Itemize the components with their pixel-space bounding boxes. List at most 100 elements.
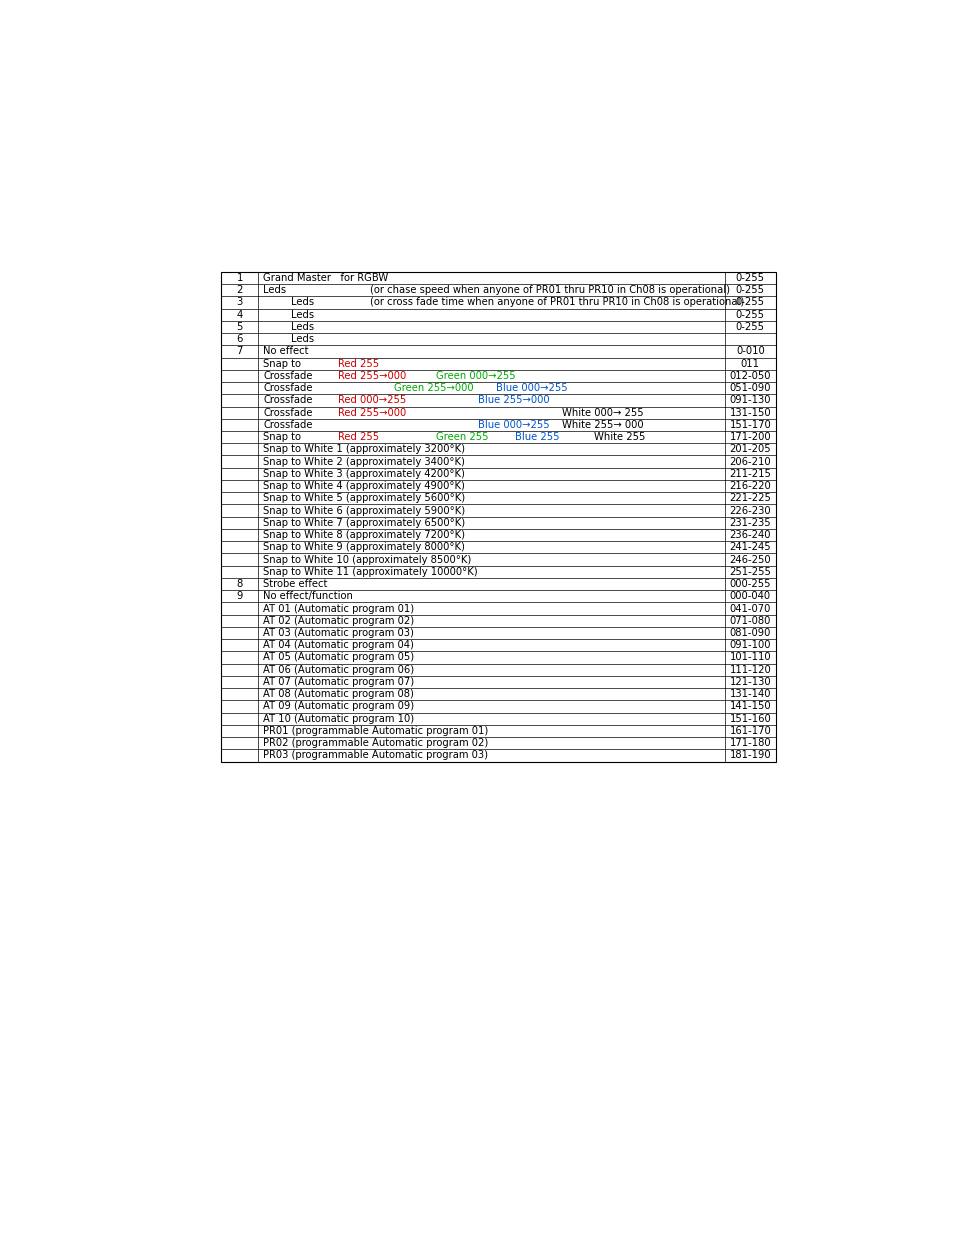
Text: Grand Master   for RGBW: Grand Master for RGBW bbox=[263, 273, 388, 283]
Text: Green 255→000: Green 255→000 bbox=[394, 383, 473, 393]
Text: AT 01 (Automatic program 01): AT 01 (Automatic program 01) bbox=[263, 604, 414, 614]
Text: 0-010: 0-010 bbox=[735, 346, 764, 357]
Text: Snap to White 8 (approximately 7200°K): Snap to White 8 (approximately 7200°K) bbox=[263, 530, 465, 540]
Text: Red 255→000: Red 255→000 bbox=[337, 408, 406, 417]
Text: Green 255: Green 255 bbox=[436, 432, 488, 442]
Text: Snap to White 10 (approximately 8500°K): Snap to White 10 (approximately 8500°K) bbox=[263, 555, 471, 564]
Text: Crossfade: Crossfade bbox=[263, 395, 313, 405]
Text: PR03 (programmable Automatic program 03): PR03 (programmable Automatic program 03) bbox=[263, 751, 488, 761]
Text: PR02 (programmable Automatic program 02): PR02 (programmable Automatic program 02) bbox=[263, 739, 488, 748]
Text: AT 08 (Automatic program 08): AT 08 (Automatic program 08) bbox=[263, 689, 414, 699]
Text: 221-225: 221-225 bbox=[729, 493, 770, 504]
Text: 131-150: 131-150 bbox=[729, 408, 770, 417]
Text: AT 03 (Automatic program 03): AT 03 (Automatic program 03) bbox=[263, 629, 414, 638]
Text: Leds: Leds bbox=[291, 322, 314, 332]
Text: Blue 255→000: Blue 255→000 bbox=[477, 395, 549, 405]
Text: Leds: Leds bbox=[263, 285, 286, 295]
Text: 246-250: 246-250 bbox=[729, 555, 770, 564]
Text: 201-205: 201-205 bbox=[729, 445, 770, 454]
Text: 1: 1 bbox=[236, 273, 243, 283]
Text: PR01 (programmable Automatic program 01): PR01 (programmable Automatic program 01) bbox=[263, 726, 488, 736]
Text: Green 000→255: Green 000→255 bbox=[436, 370, 515, 380]
Text: 111-120: 111-120 bbox=[729, 664, 770, 674]
Text: 171-200: 171-200 bbox=[729, 432, 770, 442]
Text: 141-150: 141-150 bbox=[729, 701, 770, 711]
Text: 091-100: 091-100 bbox=[729, 640, 770, 651]
Text: Snap to White 1 (approximately 3200°K): Snap to White 1 (approximately 3200°K) bbox=[263, 445, 465, 454]
Text: Snap to White 11 (approximately 10000°K): Snap to White 11 (approximately 10000°K) bbox=[263, 567, 477, 577]
Text: 011: 011 bbox=[740, 358, 759, 369]
Text: Crossfade: Crossfade bbox=[263, 420, 313, 430]
Text: AT 07 (Automatic program 07): AT 07 (Automatic program 07) bbox=[263, 677, 414, 687]
Text: 121-130: 121-130 bbox=[729, 677, 770, 687]
Text: Snap to: Snap to bbox=[263, 358, 301, 369]
Text: White 255→ 000: White 255→ 000 bbox=[561, 420, 642, 430]
Text: 051-090: 051-090 bbox=[729, 383, 770, 393]
Text: Snap to White 3 (approximately 4200°K): Snap to White 3 (approximately 4200°K) bbox=[263, 469, 464, 479]
Text: 0-255: 0-255 bbox=[735, 322, 764, 332]
Text: 131-140: 131-140 bbox=[729, 689, 770, 699]
Text: 012-050: 012-050 bbox=[729, 370, 770, 380]
Text: White 255: White 255 bbox=[594, 432, 645, 442]
Text: Snap to: Snap to bbox=[263, 432, 301, 442]
Text: 0-255: 0-255 bbox=[735, 273, 764, 283]
Text: AT 09 (Automatic program 09): AT 09 (Automatic program 09) bbox=[263, 701, 414, 711]
Text: 171-180: 171-180 bbox=[729, 739, 770, 748]
Text: Blue 000→255: Blue 000→255 bbox=[477, 420, 549, 430]
Text: 000-040: 000-040 bbox=[729, 592, 770, 601]
Text: AT 02 (Automatic program 02): AT 02 (Automatic program 02) bbox=[263, 616, 414, 626]
Text: No effect/function: No effect/function bbox=[263, 592, 353, 601]
Text: Red 000→255: Red 000→255 bbox=[337, 395, 406, 405]
Text: AT 06 (Automatic program 06): AT 06 (Automatic program 06) bbox=[263, 664, 414, 674]
Text: Blue 255: Blue 255 bbox=[515, 432, 558, 442]
Text: 081-090: 081-090 bbox=[729, 629, 770, 638]
Text: Leds: Leds bbox=[291, 298, 314, 308]
Text: AT 10 (Automatic program 10): AT 10 (Automatic program 10) bbox=[263, 714, 414, 724]
Text: Crossfade: Crossfade bbox=[263, 370, 313, 380]
Text: Leds: Leds bbox=[291, 310, 314, 320]
Text: Leds: Leds bbox=[291, 335, 314, 345]
Text: 6: 6 bbox=[236, 335, 243, 345]
Text: 236-240: 236-240 bbox=[729, 530, 770, 540]
Text: 8: 8 bbox=[236, 579, 243, 589]
Text: Blue 000→255: Blue 000→255 bbox=[496, 383, 567, 393]
Text: Red 255→000: Red 255→000 bbox=[337, 370, 406, 380]
Text: Snap to White 5 (approximately 5600°K): Snap to White 5 (approximately 5600°K) bbox=[263, 493, 465, 504]
Text: Red 255: Red 255 bbox=[337, 432, 378, 442]
Text: 0-255: 0-255 bbox=[735, 310, 764, 320]
Text: 0-255: 0-255 bbox=[735, 285, 764, 295]
Text: AT 05 (Automatic program 05): AT 05 (Automatic program 05) bbox=[263, 652, 414, 662]
Text: 3: 3 bbox=[236, 298, 243, 308]
Bar bbox=[221, 272, 775, 762]
Text: 000-255: 000-255 bbox=[729, 579, 770, 589]
Text: Snap to White 4 (approximately 4900°K): Snap to White 4 (approximately 4900°K) bbox=[263, 482, 464, 492]
Text: 041-070: 041-070 bbox=[729, 604, 770, 614]
Text: 7: 7 bbox=[236, 346, 243, 357]
Text: No effect: No effect bbox=[263, 346, 308, 357]
Text: 071-080: 071-080 bbox=[729, 616, 770, 626]
Text: 211-215: 211-215 bbox=[729, 469, 770, 479]
Text: 2: 2 bbox=[236, 285, 243, 295]
Text: Snap to White 9 (approximately 8000°K): Snap to White 9 (approximately 8000°K) bbox=[263, 542, 464, 552]
Text: Snap to White 6 (approximately 5900°K): Snap to White 6 (approximately 5900°K) bbox=[263, 505, 465, 515]
Text: Snap to White 7 (approximately 6500°K): Snap to White 7 (approximately 6500°K) bbox=[263, 517, 465, 527]
Text: (or chase speed when anyone of PR01 thru PR10 in Ch08 is operational): (or chase speed when anyone of PR01 thru… bbox=[370, 285, 730, 295]
Text: White 000→ 255: White 000→ 255 bbox=[561, 408, 642, 417]
Text: 151-170: 151-170 bbox=[729, 420, 770, 430]
Text: (or cross fade time when anyone of PR01 thru PR10 in Ch08 is operational): (or cross fade time when anyone of PR01 … bbox=[370, 298, 744, 308]
Text: 231-235: 231-235 bbox=[729, 517, 770, 527]
Text: 161-170: 161-170 bbox=[729, 726, 770, 736]
Text: Strobe effect: Strobe effect bbox=[263, 579, 327, 589]
Text: 101-110: 101-110 bbox=[729, 652, 770, 662]
Text: Crossfade: Crossfade bbox=[263, 383, 313, 393]
Text: 4: 4 bbox=[236, 310, 243, 320]
Text: 216-220: 216-220 bbox=[729, 482, 770, 492]
Text: 9: 9 bbox=[236, 592, 243, 601]
Text: Red 255: Red 255 bbox=[337, 358, 378, 369]
Text: 5: 5 bbox=[236, 322, 243, 332]
Text: AT 04 (Automatic program 04): AT 04 (Automatic program 04) bbox=[263, 640, 414, 651]
Text: 226-230: 226-230 bbox=[729, 505, 770, 515]
Text: 241-245: 241-245 bbox=[729, 542, 770, 552]
Text: 251-255: 251-255 bbox=[729, 567, 770, 577]
Text: Crossfade: Crossfade bbox=[263, 408, 313, 417]
